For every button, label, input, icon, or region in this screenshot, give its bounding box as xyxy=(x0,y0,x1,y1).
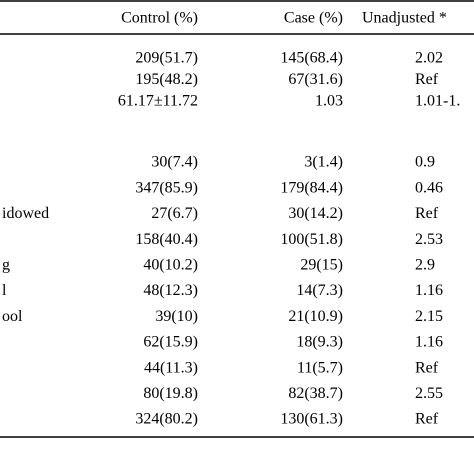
control-cell: 324(80.2) xyxy=(135,411,198,428)
case-cell: 21(10.9) xyxy=(288,308,343,325)
case-cell: 18(9.3) xyxy=(296,334,343,351)
case-cell: 179(84.4) xyxy=(280,179,343,196)
unadjusted-cell: 2.9 xyxy=(415,256,435,273)
header-cell: Case (%) xyxy=(284,10,343,27)
case-cell: 67(31.6) xyxy=(288,71,343,88)
case-cell: 29(15) xyxy=(300,256,343,273)
case-cell: 82(38.7) xyxy=(288,385,343,402)
unadjusted-cell: 2.53 xyxy=(415,231,443,248)
case-cell: 100(51.8) xyxy=(280,231,343,248)
unadjusted-cell: 0.46 xyxy=(415,179,443,196)
case-cell: 1.03 xyxy=(315,93,343,110)
case-cell: 14(7.3) xyxy=(296,282,343,299)
row-label: idowed xyxy=(2,205,49,222)
unadjusted-cell: 1.01-1. xyxy=(415,93,460,110)
case-cell: 30(14.2) xyxy=(288,205,343,222)
row-label: l xyxy=(2,282,7,299)
case-cell: 145(68.4) xyxy=(280,50,343,67)
control-cell: 209(51.7) xyxy=(135,50,198,67)
case-cell: 11(5.7) xyxy=(297,359,343,376)
row-label: g xyxy=(2,256,10,273)
unadjusted-cell: Ref xyxy=(415,205,439,222)
control-cell: 30(7.4) xyxy=(151,154,198,171)
row-label: ool xyxy=(2,308,23,325)
control-cell: 40(10.2) xyxy=(143,256,198,273)
unadjusted-cell: Ref xyxy=(415,411,439,428)
header-cell: Control (%) xyxy=(121,10,198,27)
control-cell: 39(10) xyxy=(155,308,198,325)
unadjusted-cell: 1.16 xyxy=(415,282,443,299)
control-cell: 44(11.3) xyxy=(144,359,198,376)
unadjusted-cell: 1.16 xyxy=(415,334,443,351)
header-cell: Unadjusted * xyxy=(362,10,447,27)
unadjusted-cell: 2.15 xyxy=(415,308,443,325)
control-cell: 62(15.9) xyxy=(143,334,198,351)
unadjusted-cell: Ref xyxy=(415,359,439,376)
control-cell: 195(48.2) xyxy=(135,71,198,88)
unadjusted-cell: 2.02 xyxy=(415,50,443,67)
control-cell: 158(40.4) xyxy=(135,231,198,248)
control-cell: 61.17±11.72 xyxy=(118,93,198,110)
control-cell: 48(12.3) xyxy=(143,282,198,299)
control-cell: 27(6.7) xyxy=(151,205,198,222)
case-cell: 130(61.3) xyxy=(280,411,343,428)
unadjusted-cell: 0.9 xyxy=(415,154,435,171)
unadjusted-cell: Ref xyxy=(415,71,439,88)
control-cell: 80(19.8) xyxy=(143,385,198,402)
unadjusted-cell: 2.55 xyxy=(415,385,443,402)
control-cell: 347(85.9) xyxy=(135,179,198,196)
case-cell: 3(1.4) xyxy=(304,154,343,171)
